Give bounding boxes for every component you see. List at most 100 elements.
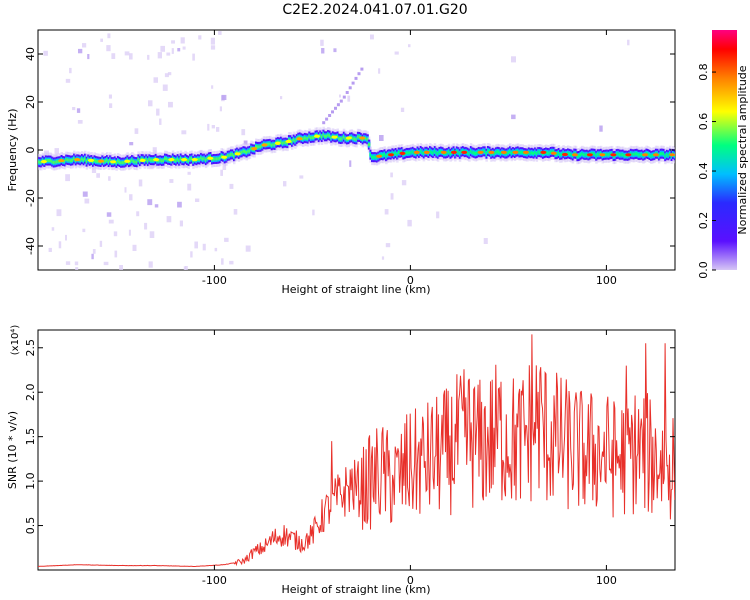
ridge-core: [104, 159, 107, 163]
ridge-core: [38, 160, 42, 164]
ridge-hotspot: [599, 153, 606, 157]
ridge-core: [366, 137, 369, 141]
ridge-hotspot: [399, 151, 406, 155]
ridge-core: [438, 150, 441, 154]
ridge-core: [233, 154, 236, 158]
heatmap-speckle: [194, 241, 198, 249]
ridge-core: [311, 136, 314, 140]
ridge-core: [341, 137, 344, 141]
heatmap-speckle: [381, 256, 385, 260]
ridge-core: [201, 157, 205, 161]
ridge-core: [496, 150, 499, 154]
ridge-hotspot: [550, 151, 557, 155]
ridge-hotspot: [413, 150, 420, 154]
snr-ticks: -100 0 100 0.5 1.0 1.5 2.0 2.5: [24, 330, 675, 587]
heatmap-speckle: [78, 48, 83, 54]
heatmap-speckle: [119, 265, 123, 270]
ridge-core: [397, 151, 401, 154]
ridge-core: [87, 158, 90, 161]
heatmap-speckle: [111, 53, 116, 59]
heatmap-speckle: [100, 38, 103, 42]
snr-panel: -100 0 100 0.5 1.0 1.5 2.0 2.5 Height of straig…: [6, 325, 676, 596]
ridge-core: [159, 158, 162, 162]
ridge-core: [358, 135, 361, 139]
heatmap-speckle: [51, 227, 55, 231]
ridge-core: [661, 152, 664, 156]
heatmap-speckle: [124, 187, 127, 193]
heatmap-speckle: [171, 40, 175, 44]
ridge-core: [590, 152, 593, 155]
ridge-core: [320, 135, 324, 139]
ridge-hotspot: [652, 153, 659, 157]
heatmap-speckle: [401, 180, 407, 186]
ridge-core: [91, 160, 95, 164]
ridge-core: [596, 152, 600, 156]
ridge-core: [436, 152, 440, 156]
ridge-core: [84, 157, 87, 161]
ridge-core: [537, 150, 540, 154]
ridge-core: [647, 152, 650, 156]
upward-feature: [328, 114, 332, 117]
ridge-core: [482, 149, 485, 153]
ridge-hotspot: [40, 160, 47, 164]
ridge-core: [245, 151, 248, 154]
upward-feature: [325, 117, 329, 121]
ridge-core: [198, 158, 201, 161]
ridge-core: [551, 150, 554, 154]
ridge-core: [474, 152, 477, 155]
ridge-core: [68, 158, 71, 162]
ridge-core: [665, 153, 669, 157]
heatmap-speckle: [349, 160, 352, 167]
ridge-core: [521, 150, 524, 154]
ridge-core: [392, 152, 396, 156]
ridge-core: [516, 149, 520, 153]
heatmap-speckle: [87, 54, 90, 60]
colorbar-tick-label: 0.0: [697, 261, 710, 279]
ridge-hotspot: [345, 136, 352, 140]
heatmap-speckle: [243, 140, 248, 145]
heatmap-speckle: [177, 48, 181, 52]
spectrogram-heatmap: [38, 31, 675, 270]
ridge-core: [535, 152, 539, 156]
heatmap-speckle: [72, 107, 76, 111]
ridge-core: [244, 150, 247, 153]
heatmap-speckle: [147, 199, 153, 206]
ridge-core: [344, 137, 347, 140]
snr-frame: [37, 329, 676, 571]
ridge-core: [151, 158, 154, 162]
heatmap-speckle: [321, 48, 325, 54]
ridge-core: [160, 159, 164, 163]
y-tick-label: -40: [24, 237, 37, 255]
heatmap-speckle: [211, 85, 214, 89]
colorbar-tick-label: 0.8: [697, 63, 710, 81]
ridge-core: [137, 157, 140, 161]
y-tick-label: -20: [24, 189, 37, 207]
ridge-core: [391, 151, 394, 155]
ridge-core: [631, 152, 634, 156]
heatmap-speckle: [198, 35, 202, 40]
ridge-core: [549, 150, 553, 154]
ridge-core: [433, 149, 437, 153]
ridge-core: [471, 150, 474, 154]
upward-feature: [342, 95, 346, 99]
heatmap-speckle: [390, 193, 394, 200]
ridge-core: [102, 160, 106, 164]
heatmap-speckle: [185, 266, 188, 270]
ridge-hotspot: [88, 158, 94, 162]
upward-feature: [354, 76, 358, 80]
ridge-hotspot: [191, 158, 198, 162]
heatmap-speckle: [171, 48, 174, 54]
ridge-core: [634, 152, 637, 156]
ridge-core: [405, 151, 408, 155]
ridge-core: [659, 152, 662, 156]
ridge-hotspot: [461, 150, 468, 154]
ridge-core: [240, 150, 244, 154]
ridge-core: [204, 158, 208, 162]
ridge-hotspot: [207, 156, 214, 160]
ridge-core: [468, 152, 471, 156]
heatmap-speckle: [132, 244, 137, 251]
heatmap-speckle: [511, 114, 516, 120]
x-tick-label: 100: [596, 274, 617, 287]
heatmap-speckle: [147, 54, 150, 60]
heatmap-speckle: [144, 222, 148, 230]
